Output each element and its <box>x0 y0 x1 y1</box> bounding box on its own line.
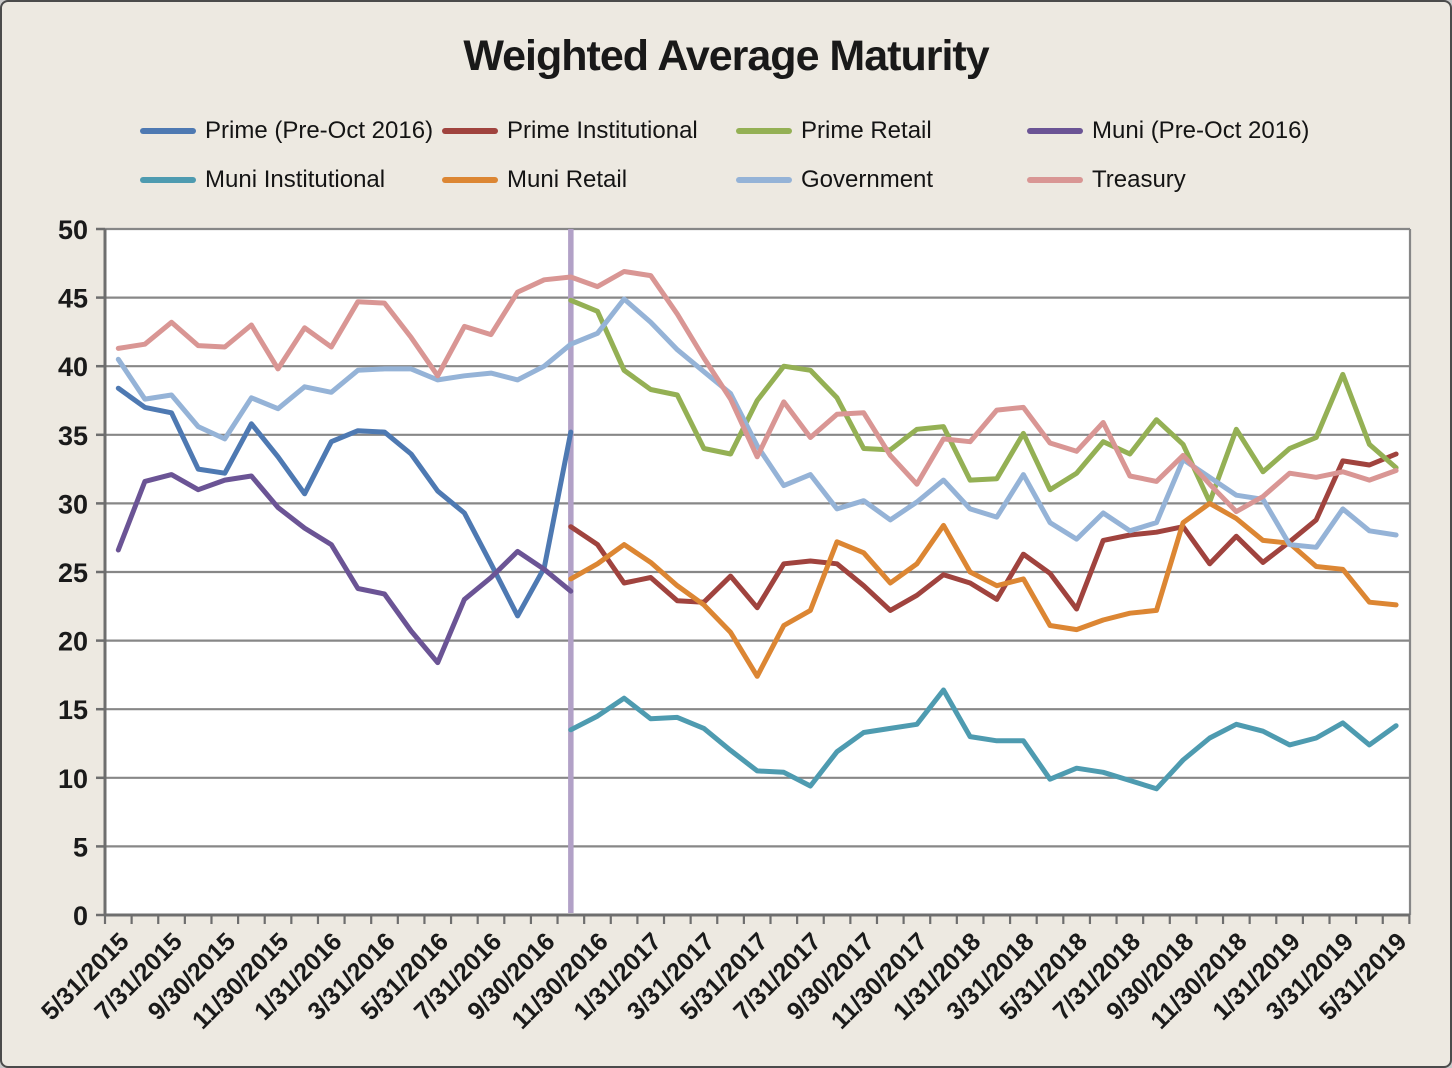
legend-item-muni_pre: Muni (Pre-Oct 2016) <box>1027 114 1309 148</box>
legend-swatch-government <box>736 177 792 183</box>
legend-label-muni_retail: Muni Retail <box>507 166 628 193</box>
legend-label-prime_retail: Prime Retail <box>801 117 932 144</box>
series-line-prime_inst <box>568 451 1399 613</box>
legend-item-treasury: Treasury <box>1027 163 1186 197</box>
y-tick-label: 0 <box>73 901 88 931</box>
series-line-government <box>115 296 1399 550</box>
legend-swatch-prime_retail <box>736 128 792 134</box>
legend-item-muni_retail: Muni Retail <box>442 163 627 197</box>
legend-item-prime_inst: Prime Institutional <box>442 114 698 148</box>
legend-label-government: Government <box>801 166 934 193</box>
chart-title: Weighted Average Maturity <box>463 32 989 80</box>
y-tick-label: 10 <box>58 764 88 794</box>
y-tick-label: 30 <box>58 489 88 519</box>
y-tick-label: 45 <box>58 284 88 314</box>
y-tick-label: 25 <box>58 558 88 588</box>
legend-label-treasury: Treasury <box>1092 166 1186 193</box>
y-tick-label: 20 <box>58 627 88 657</box>
legend-item-prime_retail: Prime Retail <box>736 114 932 148</box>
legend-label-prime_pre: Prime (Pre-Oct 2016) <box>205 117 434 144</box>
legend-label-prime_inst: Prime Institutional <box>507 117 698 144</box>
chart-legend: Prime (Pre-Oct 2016) Prime Institutional P… <box>2 2 1450 212</box>
y-tick-label: 15 <box>58 695 88 725</box>
series-line-prime_retail <box>568 297 1399 505</box>
legend-item-government: Government <box>736 163 933 197</box>
legend-swatch-treasury <box>1027 177 1083 183</box>
series-line-muni_pre <box>115 472 574 666</box>
legend-label-muni_pre: Muni (Pre-Oct 2016) <box>1092 117 1310 144</box>
legend-swatch-muni_retail <box>442 177 498 183</box>
legend-swatch-prime_pre <box>140 128 196 134</box>
legend-swatch-muni_inst <box>140 177 196 183</box>
legend-item-muni_inst: Muni Institutional <box>140 163 385 197</box>
y-tick-label: 50 <box>58 215 88 245</box>
series-line-muni_retail <box>568 500 1399 679</box>
series-line-muni_inst <box>568 687 1399 792</box>
y-tick-label: 35 <box>58 421 88 451</box>
y-tick-label: 40 <box>58 352 88 382</box>
series-line-treasury <box>115 269 1399 515</box>
y-tick-label: 5 <box>73 832 88 862</box>
legend-item-prime_pre: Prime (Pre-Oct 2016) <box>140 114 433 148</box>
legend-label-muni_inst: Muni Institutional <box>205 166 386 193</box>
legend-swatch-muni_pre <box>1027 128 1083 134</box>
legend-swatch-prime_inst <box>442 128 498 134</box>
